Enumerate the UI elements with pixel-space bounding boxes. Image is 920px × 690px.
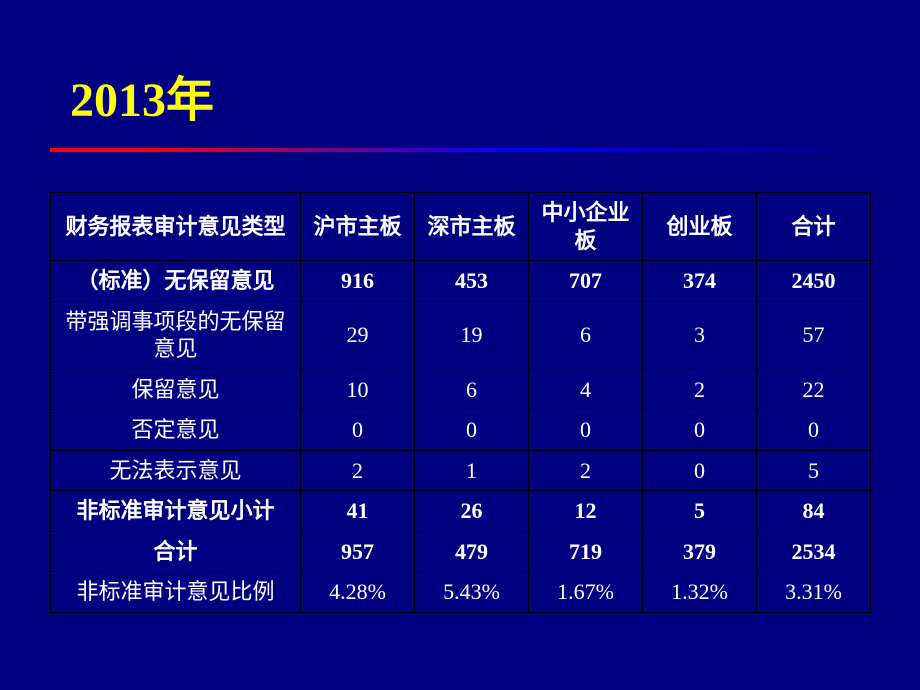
cell-value: 1 xyxy=(415,450,529,491)
cell-value: 3 xyxy=(643,301,757,369)
cell-value: 4 xyxy=(529,369,643,410)
col-header-total: 合计 xyxy=(757,193,871,261)
cell-value: 19 xyxy=(415,301,529,369)
cell-value: 0 xyxy=(415,410,529,451)
table-body: （标准）无保留意见9164537073742450带强调事项段的无保留意见291… xyxy=(51,261,871,613)
cell-value: 29 xyxy=(301,301,415,369)
cell-value: 707 xyxy=(529,261,643,302)
cell-value: 0 xyxy=(643,450,757,491)
slide-container: 2013年 财务报表审计意见类型 沪市主板 深市主板 中小企业板 创业板 合计 … xyxy=(0,0,920,690)
cell-value: 0 xyxy=(757,410,871,451)
row-label: 否定意见 xyxy=(51,410,301,451)
cell-value: 2534 xyxy=(757,531,871,572)
cell-value: 5 xyxy=(757,450,871,491)
cell-value: 22 xyxy=(757,369,871,410)
cell-value: 41 xyxy=(301,491,415,532)
audit-opinion-table: 财务报表审计意见类型 沪市主板 深市主板 中小企业板 创业板 合计 （标准）无保… xyxy=(50,192,871,613)
col-header-sh-main: 沪市主板 xyxy=(301,193,415,261)
cell-value: 453 xyxy=(415,261,529,302)
row-label: 带强调事项段的无保留意见 xyxy=(51,301,301,369)
cell-value: 12 xyxy=(529,491,643,532)
cell-value: 2 xyxy=(529,450,643,491)
cell-value: 374 xyxy=(643,261,757,302)
cell-value: 1.67% xyxy=(529,572,643,613)
col-header-type: 财务报表审计意见类型 xyxy=(51,193,301,261)
cell-value: 84 xyxy=(757,491,871,532)
table-header-row: 财务报表审计意见类型 沪市主板 深市主板 中小企业板 创业板 合计 xyxy=(51,193,871,261)
cell-value: 57 xyxy=(757,301,871,369)
table-row: （标准）无保留意见9164537073742450 xyxy=(51,261,871,302)
cell-value: 0 xyxy=(529,410,643,451)
table-row: 非标准审计意见比例4.28%5.43%1.67%1.32%3.31% xyxy=(51,572,871,613)
row-label: 无法表示意见 xyxy=(51,450,301,491)
row-label: 保留意见 xyxy=(51,369,301,410)
table-row: 非标准审计意见小计412612584 xyxy=(51,491,871,532)
title-underline xyxy=(50,148,870,152)
cell-value: 10 xyxy=(301,369,415,410)
table-row: 合计9574797193792534 xyxy=(51,531,871,572)
row-label: 非标准审计意见比例 xyxy=(51,572,301,613)
cell-value: 0 xyxy=(643,410,757,451)
table-row: 保留意见1064222 xyxy=(51,369,871,410)
cell-value: 916 xyxy=(301,261,415,302)
cell-value: 2 xyxy=(643,369,757,410)
cell-value: 26 xyxy=(415,491,529,532)
cell-value: 957 xyxy=(301,531,415,572)
cell-value: 479 xyxy=(415,531,529,572)
cell-value: 1.32% xyxy=(643,572,757,613)
cell-value: 0 xyxy=(301,410,415,451)
cell-value: 5.43% xyxy=(415,572,529,613)
row-label: 合计 xyxy=(51,531,301,572)
row-label: 非标准审计意见小计 xyxy=(51,491,301,532)
cell-value: 4.28% xyxy=(301,572,415,613)
cell-value: 2 xyxy=(301,450,415,491)
cell-value: 3.31% xyxy=(757,572,871,613)
cell-value: 379 xyxy=(643,531,757,572)
table-row: 无法表示意见21205 xyxy=(51,450,871,491)
row-label: （标准）无保留意见 xyxy=(51,261,301,302)
cell-value: 719 xyxy=(529,531,643,572)
cell-value: 6 xyxy=(415,369,529,410)
table-row: 否定意见00000 xyxy=(51,410,871,451)
col-header-gem: 创业板 xyxy=(643,193,757,261)
col-header-sme: 中小企业板 xyxy=(529,193,643,261)
slide-title: 2013年 xyxy=(70,60,870,130)
col-header-sz-main: 深市主板 xyxy=(415,193,529,261)
cell-value: 5 xyxy=(643,491,757,532)
cell-value: 6 xyxy=(529,301,643,369)
cell-value: 2450 xyxy=(757,261,871,302)
table-row: 带强调事项段的无保留意见29196357 xyxy=(51,301,871,369)
